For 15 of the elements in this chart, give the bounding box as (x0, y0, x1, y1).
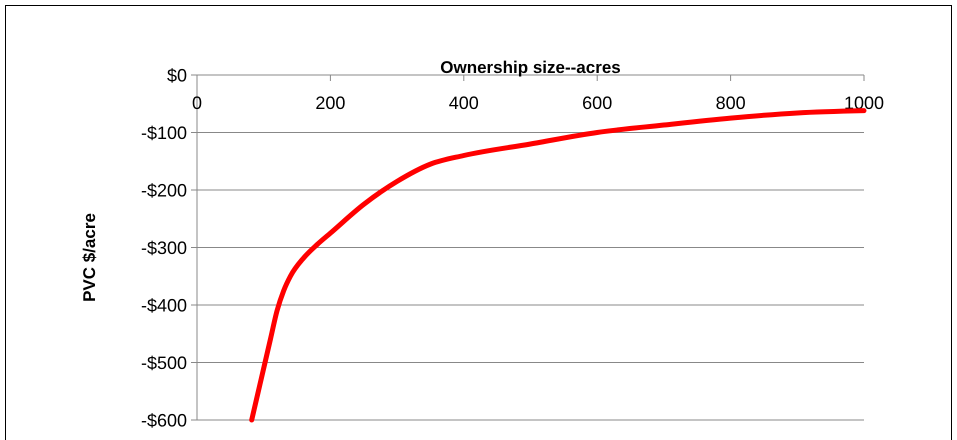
y-tick-label: -$500 (140, 352, 187, 373)
y-tick-label: -$600 (140, 410, 187, 430)
y-tick-label: -$300 (140, 238, 187, 258)
x-tick-label: 1000 (844, 93, 884, 113)
y-tick-label: -$400 (140, 295, 187, 316)
x-axis-title: Ownership size--acres (440, 58, 621, 77)
x-tick-label: 600 (582, 93, 612, 113)
x-tick-label: 400 (448, 93, 479, 113)
y-tick-label: -$200 (140, 180, 187, 200)
x-tick-label: 0 (192, 93, 202, 113)
y-axis-title: PVC $/acre (80, 213, 99, 302)
y-tick-label: $0 (166, 65, 187, 86)
y-tick-label: -$100 (140, 122, 187, 143)
x-tick-label: 800 (716, 93, 746, 113)
x-tick-label: 200 (315, 93, 346, 113)
